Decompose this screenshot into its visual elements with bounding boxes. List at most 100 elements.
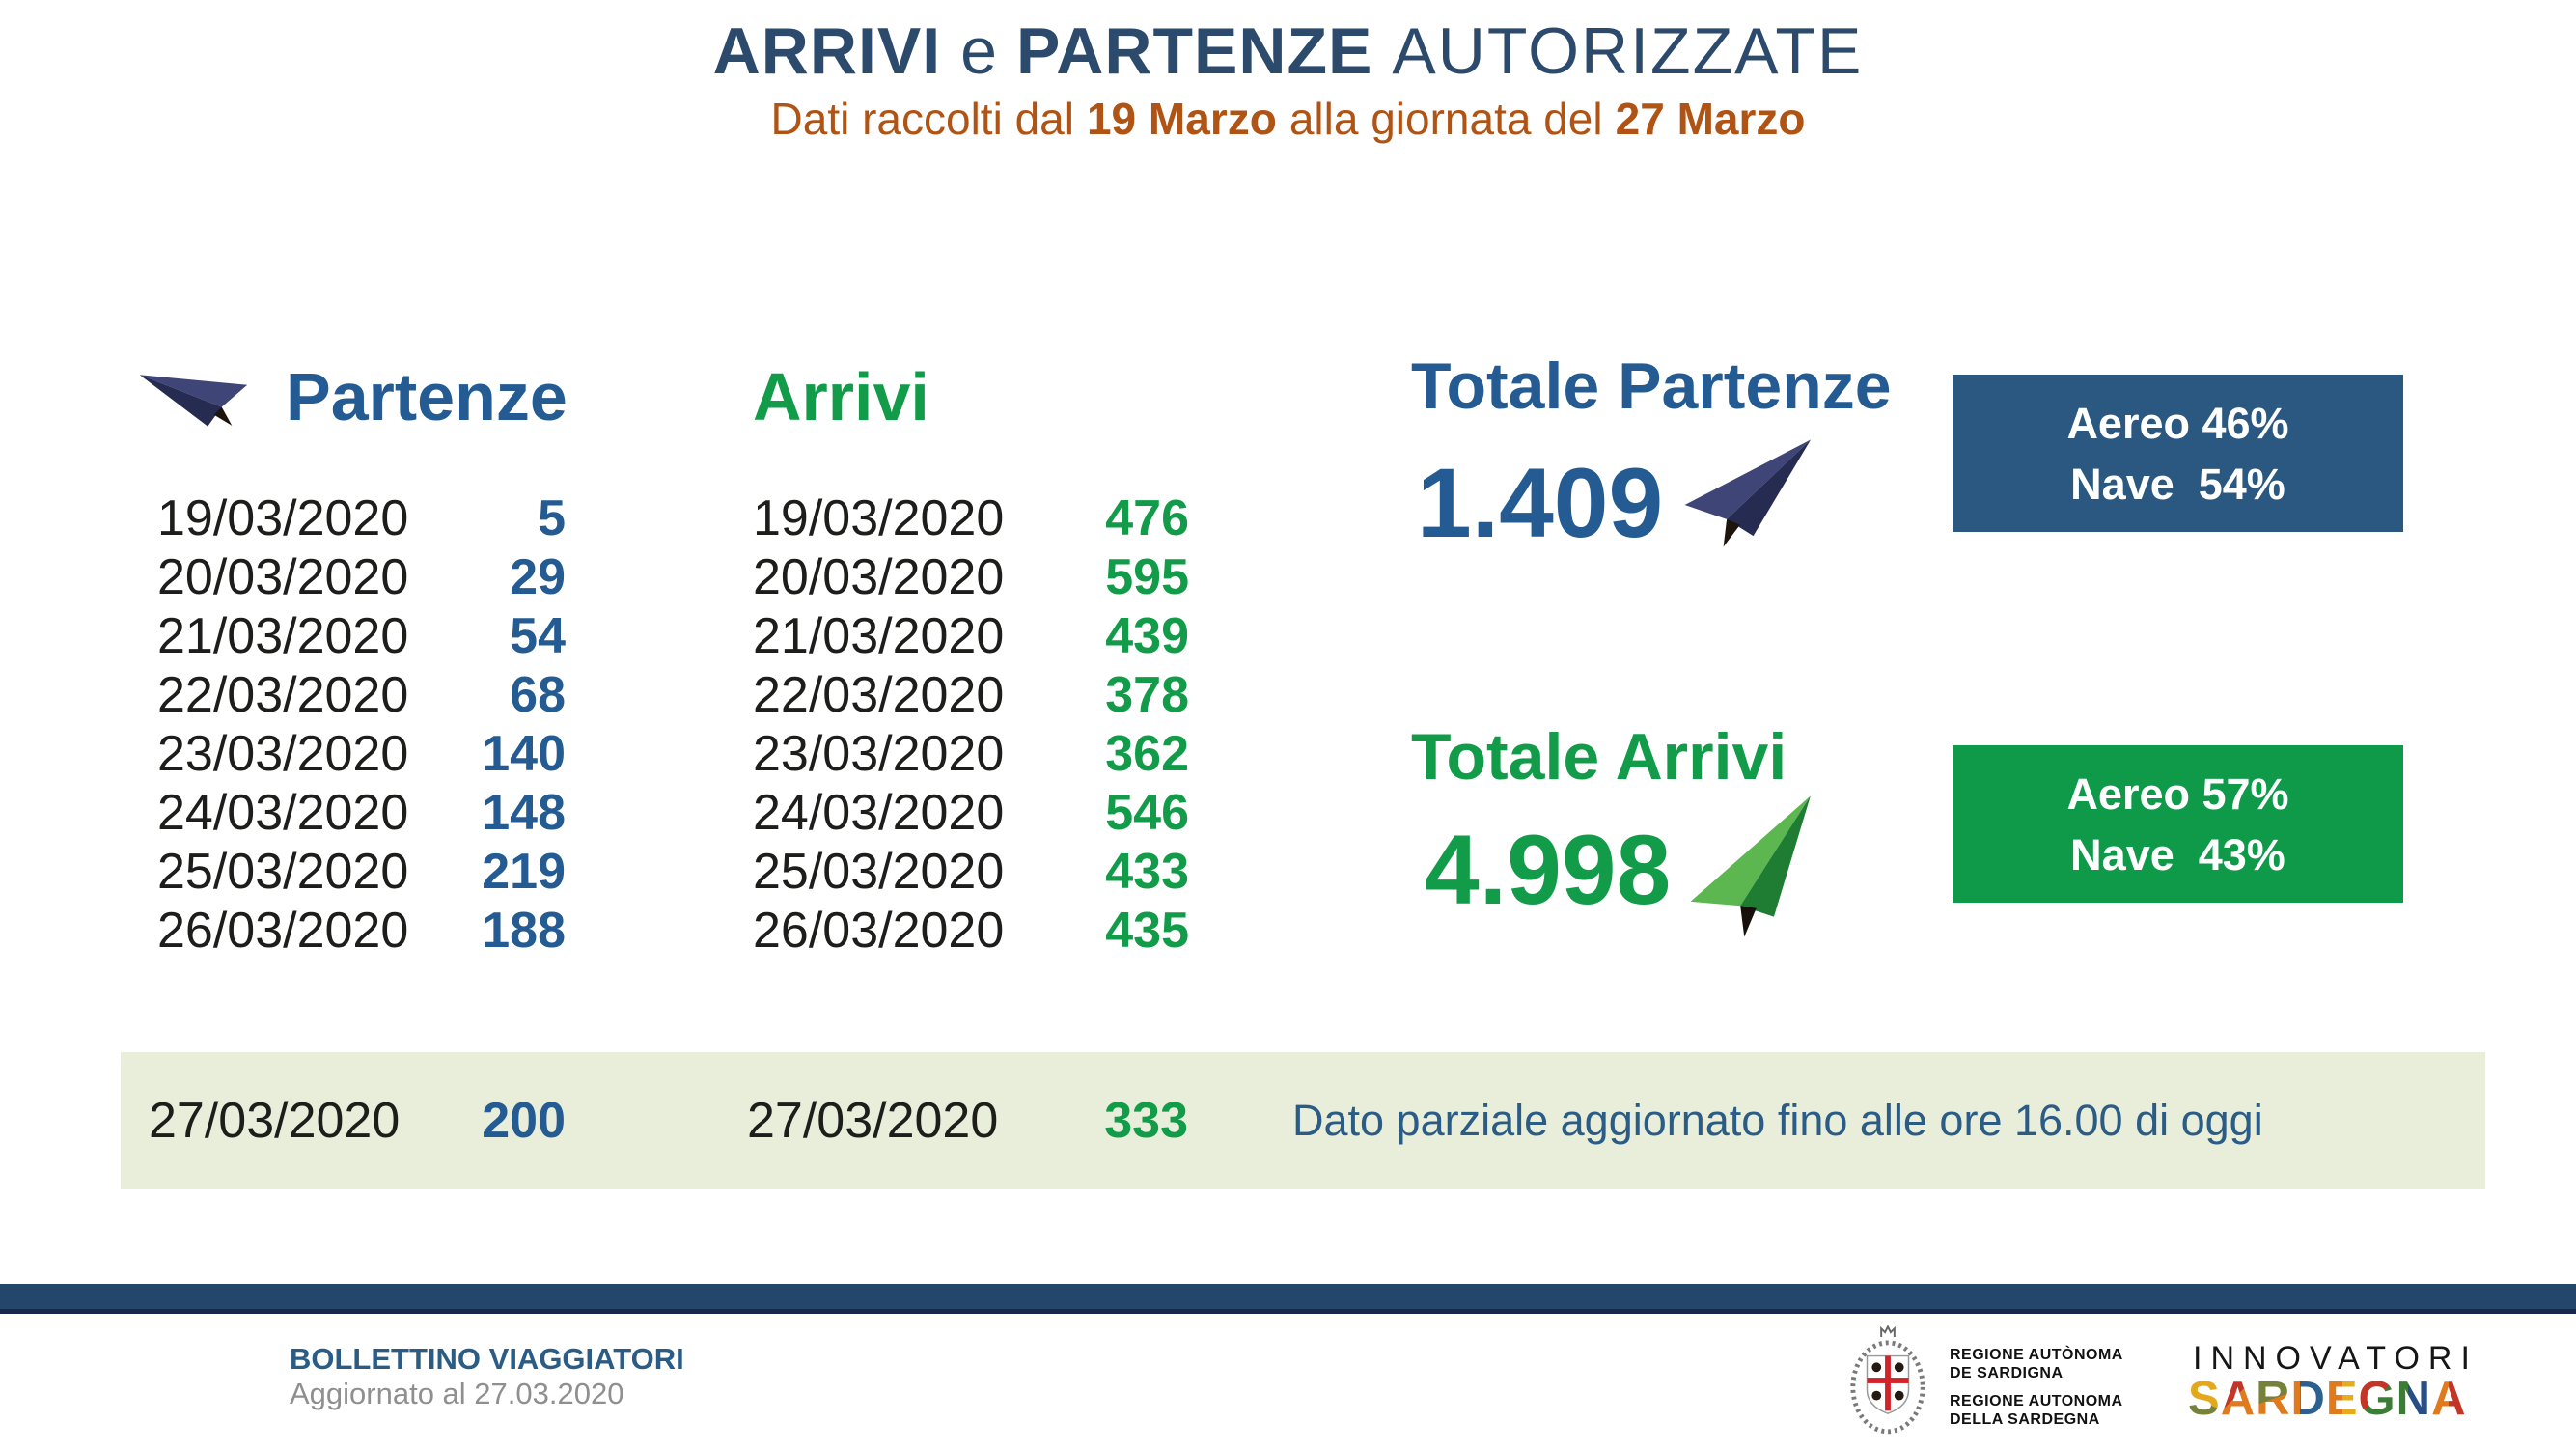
row-value: 378 — [1105, 666, 1189, 723]
arrivals-table: 19/03/2020 476 20/03/2020 595 21/03/2020 43… — [753, 488, 1189, 960]
row-value: 5 — [538, 489, 566, 546]
partial-departure-date: 27/03/2020 — [149, 1093, 401, 1149]
row-value: 29 — [510, 548, 566, 605]
row-date: 26/03/2020 — [753, 902, 1005, 959]
table-row: 19/03/2020 5 — [157, 488, 566, 547]
row-value: 188 — [482, 902, 566, 959]
total-departures-value: 1.409 — [1417, 448, 1664, 558]
row-date: 25/03/2020 — [753, 843, 1005, 900]
table-row: 20/03/2020 29 — [157, 547, 566, 606]
sardegna-letter: A — [2220, 1373, 2257, 1425]
table-row: 26/03/2020 435 — [753, 901, 1189, 960]
sardinia-coat-of-arms-icon — [1850, 1325, 1925, 1435]
table-row: 21/03/2020 439 — [753, 606, 1189, 665]
departures-header: Partenze — [286, 359, 568, 434]
sardegna-logo-text: SARDEGNA — [2188, 1376, 2466, 1423]
row-value: 439 — [1105, 607, 1189, 664]
region-line: REGIONE AUTÒNOMA — [1950, 1347, 2123, 1363]
row-date: 21/03/2020 — [753, 607, 1005, 664]
row-date: 20/03/2020 — [753, 548, 1005, 605]
partial-departure-value: 200 — [482, 1093, 566, 1149]
sardegna-letter: N — [2396, 1373, 2432, 1425]
total-arrivals-value: 4.998 — [1425, 815, 1672, 925]
sardegna-letter: G — [2358, 1373, 2396, 1425]
partial-data-note: Dato parziale aggiornato fino alle ore 1… — [1292, 1096, 2263, 1145]
innovatori-logo-text: INNOVATORI — [2193, 1340, 2479, 1377]
table-row: 24/03/2020 546 — [753, 783, 1189, 842]
row-date: 24/03/2020 — [157, 784, 409, 841]
total-departures-label: Totale Partenze — [1411, 349, 1892, 423]
row-value: 68 — [510, 666, 566, 723]
bulletin-title: BOLLETTINO VIAGGIATORI — [290, 1342, 684, 1376]
row-date: 26/03/2020 — [157, 902, 409, 959]
page-title: ARRIVI e PARTENZE AUTORIZZATE — [0, 14, 2576, 88]
table-row: 20/03/2020 595 — [753, 547, 1189, 606]
table-row: 19/03/2020 476 — [753, 488, 1189, 547]
region-line: REGIONE AUTONOMA — [1950, 1393, 2123, 1409]
region-logo-text: REGIONE AUTÒNOMA DE SARDIGNA REGIONE AUT… — [1950, 1346, 2123, 1429]
row-date: 23/03/2020 — [157, 725, 409, 782]
sardegna-letter: S — [2188, 1373, 2221, 1425]
row-value: 435 — [1105, 902, 1189, 959]
table-row: 23/03/2020 140 — [157, 724, 566, 783]
row-value: 140 — [482, 725, 566, 782]
table-row: 25/03/2020 219 — [157, 842, 566, 901]
sardegna-letter: R — [2256, 1373, 2291, 1425]
row-date: 23/03/2020 — [753, 725, 1005, 782]
row-date: 24/03/2020 — [753, 784, 1005, 841]
row-date: 21/03/2020 — [157, 607, 409, 664]
arrivals-aereo-pct: Aereo 57% — [2066, 768, 2289, 819]
row-date: 22/03/2020 — [753, 666, 1005, 723]
partial-data-band: 27/03/2020 200 27/03/2020 333 Dato parzi… — [121, 1052, 2485, 1189]
sardegna-letter: A — [2431, 1373, 2467, 1425]
row-value: 546 — [1105, 784, 1189, 841]
subtitle-date-start: 19 Marzo — [1086, 94, 1277, 144]
title-partenze: PARTENZE — [1015, 14, 1373, 88]
sardegna-letter: D — [2290, 1373, 2326, 1425]
table-row: 21/03/2020 54 — [157, 606, 566, 665]
arrivals-breakdown-box: Aereo 57% Nave 43% — [1953, 745, 2403, 903]
sardegna-letter: E — [2325, 1373, 2359, 1425]
paper-plane-icon — [119, 329, 281, 466]
page-subtitle: Dati raccolti dal 19 Marzo alla giornata… — [0, 93, 2576, 145]
row-value: 54 — [510, 607, 566, 664]
table-row: 23/03/2020 362 — [753, 724, 1189, 783]
title-arrivi: ARRIVI — [712, 14, 942, 88]
total-arrivals-label: Totale Arrivi — [1411, 720, 1787, 794]
row-value: 219 — [482, 843, 566, 900]
partial-arrival-date: 27/03/2020 — [747, 1093, 999, 1149]
departures-aereo-pct: Aereo 46% — [2066, 398, 2289, 448]
arrivals-header: Arrivi — [753, 359, 929, 434]
row-date: 20/03/2020 — [157, 548, 409, 605]
footer-divider-bar — [0, 1284, 2576, 1314]
title-autorizzate: AUTORIZZATE — [1392, 14, 1864, 88]
arrivals-nave-pct: Nave 43% — [2070, 829, 2285, 879]
row-date: 25/03/2020 — [157, 843, 409, 900]
region-line: DE SARDIGNA — [1950, 1365, 2064, 1381]
paper-plane-icon — [1667, 791, 1850, 961]
paper-plane-icon — [1672, 436, 1826, 558]
row-date: 19/03/2020 — [753, 489, 1005, 546]
departures-nave-pct: Nave 54% — [2070, 459, 2285, 509]
row-value: 148 — [482, 784, 566, 841]
row-date: 22/03/2020 — [157, 666, 409, 723]
table-row: 25/03/2020 433 — [753, 842, 1189, 901]
title-conjunction: e — [960, 14, 997, 88]
table-row: 22/03/2020 378 — [753, 665, 1189, 724]
subtitle-middle: alla giornata del — [1288, 94, 1603, 144]
departures-table: 19/03/2020 5 20/03/2020 29 21/03/2020 54 22… — [157, 488, 566, 960]
table-row: 22/03/2020 68 — [157, 665, 566, 724]
bulletin-updated: Aggiornato al 27.03.2020 — [290, 1377, 624, 1410]
subtitle-prefix: Dati raccolti dal — [770, 94, 1074, 144]
row-value: 362 — [1105, 725, 1189, 782]
row-value: 476 — [1105, 489, 1189, 546]
departures-breakdown-box: Aereo 46% Nave 54% — [1953, 375, 2403, 532]
row-value: 595 — [1105, 548, 1189, 605]
table-row: 26/03/2020 188 — [157, 901, 566, 960]
row-value: 433 — [1105, 843, 1189, 900]
subtitle-date-end: 27 Marzo — [1615, 94, 1806, 144]
table-row: 24/03/2020 148 — [157, 783, 566, 842]
region-line: DELLA SARDEGNA — [1950, 1411, 2100, 1428]
row-date: 19/03/2020 — [157, 489, 409, 546]
